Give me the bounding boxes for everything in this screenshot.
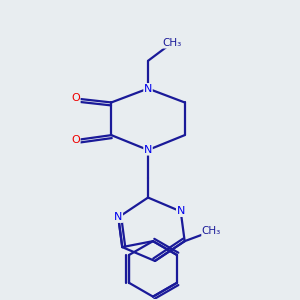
- Text: N: N: [114, 212, 122, 222]
- Text: N: N: [144, 145, 152, 155]
- Text: CH₃: CH₃: [162, 38, 182, 48]
- Text: O: O: [71, 135, 80, 145]
- Text: N: N: [176, 206, 185, 216]
- Text: CH₃: CH₃: [202, 226, 221, 236]
- Text: O: O: [71, 94, 80, 103]
- Text: N: N: [144, 84, 152, 94]
